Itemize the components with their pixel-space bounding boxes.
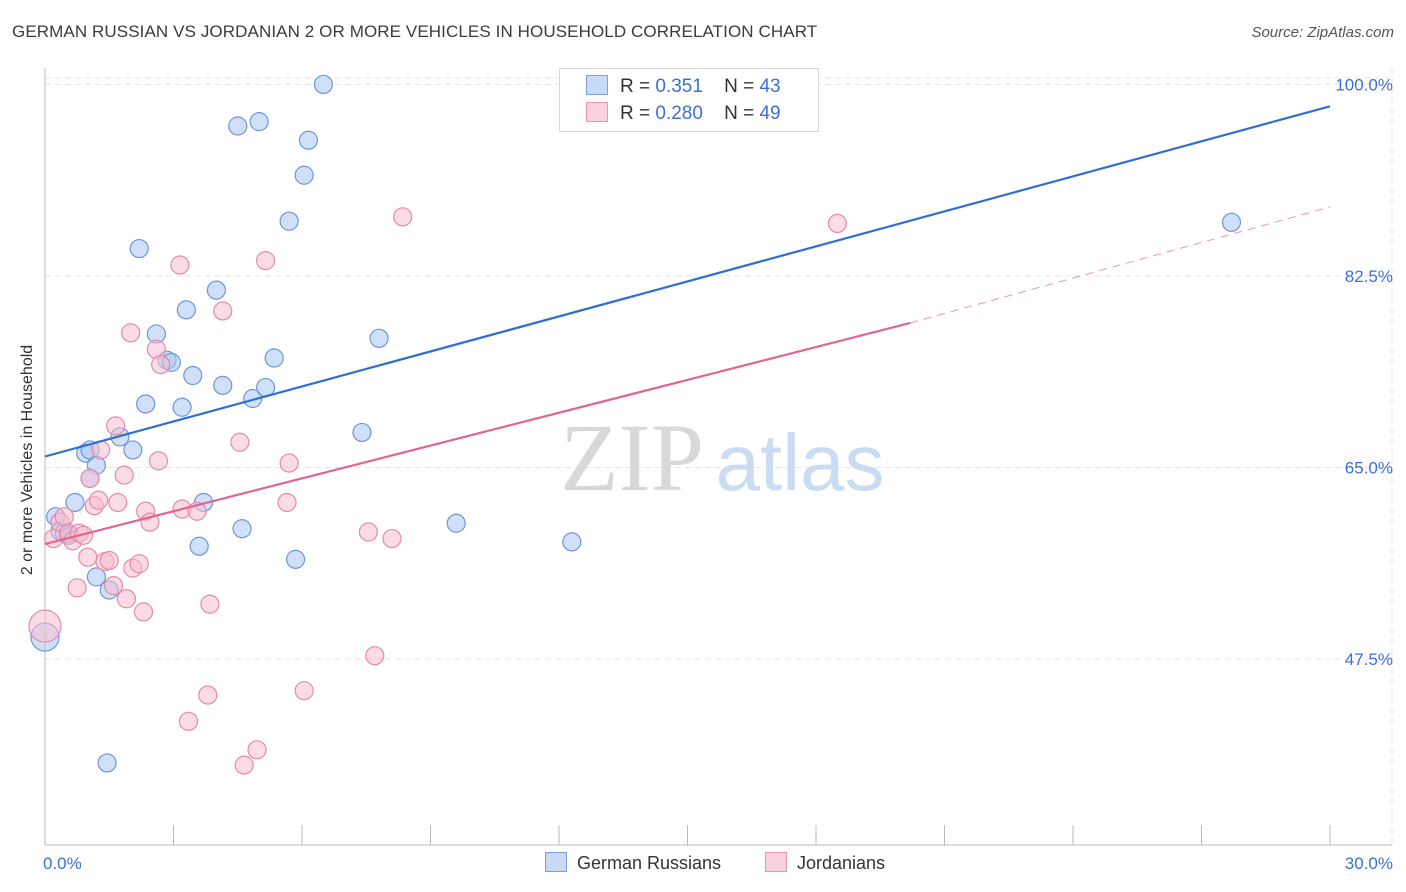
jordanian-point xyxy=(116,589,136,609)
german-russian-trend-line xyxy=(44,105,1331,458)
legend-n-label: N = xyxy=(724,103,755,124)
jordanian-point xyxy=(200,594,220,614)
jordanian-point xyxy=(827,213,848,233)
german-russian-point xyxy=(279,211,299,231)
german-russian-point xyxy=(206,280,226,300)
german-russian-point xyxy=(189,536,209,556)
watermark-atlas: atlas xyxy=(716,418,885,507)
jordanian-point xyxy=(170,255,190,275)
legend-swatch-blue xyxy=(586,75,608,95)
jordanian-point xyxy=(365,646,385,666)
bottom-legend-label: German Russians xyxy=(577,853,722,873)
jordanian-trend-extension xyxy=(910,206,1331,324)
jordanian-point xyxy=(133,602,154,622)
jordanian-point xyxy=(151,354,171,375)
y-tick-label: 65.0% xyxy=(1345,458,1393,477)
jordanian-point xyxy=(255,251,276,271)
german-russian-point xyxy=(65,492,85,513)
x-tick-label: 30.0% xyxy=(1345,854,1393,873)
german-russian-point xyxy=(249,112,269,132)
jordanian-point xyxy=(148,451,169,471)
jordanian-point xyxy=(279,453,299,473)
german-russian-point xyxy=(294,165,314,185)
jordanian-point xyxy=(294,681,314,701)
jordanian-point xyxy=(88,490,109,510)
source-credit: Source: ZipAtlas.com xyxy=(1251,24,1394,41)
legend-r-value: 0.280 xyxy=(655,103,703,124)
legend-n-label: N = xyxy=(724,76,755,97)
tick-labels: 47.5% 65.0% 82.5% 100.0% 0.0% 30.0% xyxy=(43,75,1393,873)
bottom-legend-label: Jordanians xyxy=(797,853,886,873)
jordanian-point xyxy=(213,301,233,321)
trend-lines xyxy=(44,105,1331,546)
german-russian-point xyxy=(562,532,582,552)
jordanian-point xyxy=(382,528,402,549)
jordanian-point xyxy=(121,323,141,343)
jordanian-point xyxy=(198,685,218,705)
jordanian-point xyxy=(234,755,254,775)
german-russian-point xyxy=(176,300,196,320)
german-russian-point xyxy=(446,513,466,533)
data-points xyxy=(28,74,1242,775)
german-russian-point xyxy=(298,130,319,150)
german-russian-point xyxy=(97,753,117,773)
german-russian-point xyxy=(123,440,143,460)
y-tick-label: 47.5% xyxy=(1345,650,1393,669)
legend-row-jordanians: R = 0.280 N = 49 xyxy=(586,102,781,126)
german-russian-point xyxy=(136,394,156,414)
jordanian-point xyxy=(114,465,134,485)
x-tick-label: 0.0% xyxy=(43,854,82,873)
y-tick-label: 82.5% xyxy=(1345,267,1393,286)
legend-n-value: 43 xyxy=(759,76,781,97)
jordanian-point xyxy=(129,554,149,574)
jordanian-point xyxy=(80,468,100,488)
chart-title: GERMAN RUSSIAN VS JORDANIAN 2 OR MORE VE… xyxy=(12,22,818,41)
jordanian-point xyxy=(108,492,128,513)
german-russian-point xyxy=(352,422,372,443)
german-russian-point xyxy=(1221,212,1242,232)
jordanian-point xyxy=(106,416,126,436)
jordanian-point xyxy=(67,578,87,598)
german-russian-point xyxy=(172,397,192,417)
german-russian-point xyxy=(86,567,107,587)
german-russian-point xyxy=(232,519,252,539)
jordanian-trend-line xyxy=(44,321,911,546)
bottom-legend-jordanians: Jordanians xyxy=(765,852,885,874)
jordanian-point xyxy=(358,522,378,542)
jordanian-point xyxy=(103,576,124,596)
jordanian-point xyxy=(247,740,267,760)
jordanian-point xyxy=(230,432,250,452)
jordanian-point xyxy=(54,507,74,527)
german-russian-point xyxy=(313,74,334,95)
german-russian-point xyxy=(285,549,306,569)
german-russian-point xyxy=(183,365,203,386)
german-russian-point xyxy=(213,375,233,395)
german-russian-point xyxy=(369,328,389,348)
jordanian-point xyxy=(28,609,62,643)
jordanian-point xyxy=(277,492,297,513)
german-russian-point xyxy=(264,348,284,368)
y-tick-label: 100.0% xyxy=(1335,75,1393,94)
y-axis-label: 2 or more Vehicles in Household xyxy=(19,344,36,576)
legend-swatch-pink xyxy=(586,102,608,122)
jordanian-point xyxy=(393,207,413,227)
legend-r-label: R = xyxy=(620,103,651,124)
correlation-legend: R = 0.351 N = 43 R = 0.280 N = 49 xyxy=(559,68,819,132)
legend-r-label: R = xyxy=(620,76,651,97)
bottom-legend-german-russians: German Russians xyxy=(545,852,721,874)
german-russian-point xyxy=(129,238,149,259)
jordanian-point xyxy=(78,547,98,567)
watermark-zip: ZIP xyxy=(560,404,704,511)
legend-r-value: 0.351 xyxy=(655,76,703,97)
german-russian-point xyxy=(228,116,248,136)
legend-row-german-russians: R = 0.351 N = 43 xyxy=(586,75,781,99)
bottom-legend-swatch-blue xyxy=(545,852,567,872)
legend-n-value: 49 xyxy=(759,103,781,124)
zipatlas-watermark: ZIP atlas xyxy=(560,404,884,511)
jordanian-point xyxy=(178,711,199,731)
bottom-legend-swatch-pink xyxy=(765,852,787,872)
jordanian-point xyxy=(99,550,119,571)
